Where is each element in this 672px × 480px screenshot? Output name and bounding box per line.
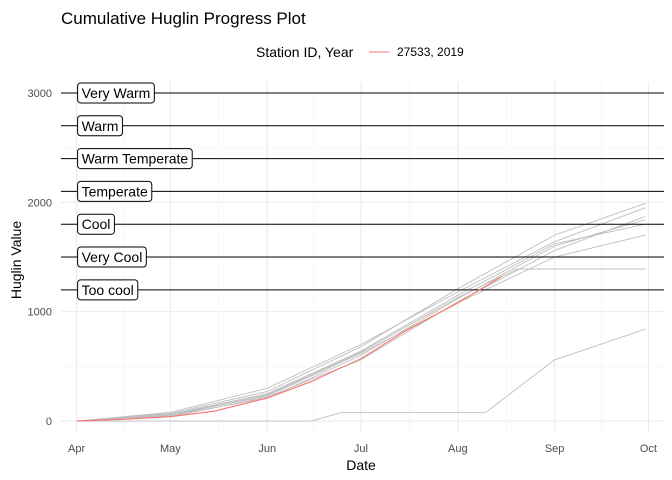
y-tick-label: 0 [46,416,52,428]
threshold-label-box [77,82,155,104]
y-axis-title: Huglin Value [8,221,24,300]
background-series-line [76,223,646,422]
threshold-label: Warm [77,115,123,137]
legend-label-27533-2019: 27533, 2019 [397,45,464,59]
threshold-label-text: Too cool [82,282,134,298]
threshold-label: Very Cool [77,246,147,268]
threshold-label-text: Warm Temperate [82,151,189,167]
x-axis-title: Date [346,457,376,473]
threshold-label-box [77,180,153,202]
highlight-series [76,276,502,422]
x-tick-label: Aug [448,443,468,455]
threshold-label: Temperate [77,180,153,202]
threshold-label: Too cool [77,279,139,301]
series-line-27533-2019 [76,276,502,422]
y-tick-label: 1000 [28,307,52,319]
background-series-line [76,207,646,422]
x-tick-label: Apr [68,443,85,455]
x-axis-ticks: Apr May Jun Jul Aug Sep Oct [68,443,657,455]
threshold-label-text: Cool [82,216,111,232]
threshold-label-text: Very Warm [82,85,151,101]
threshold-label-box [77,148,193,170]
threshold-label-box [77,246,147,268]
x-tick-label: Sep [545,443,565,455]
chart-title: Cumulative Huglin Progress Plot [61,9,306,28]
threshold-label-text: Warm [82,118,119,134]
threshold-labels: Very Warm Warm Warm Temperate Temperate Cool… [77,82,193,301]
threshold-label-box [77,279,139,301]
y-tick-label: 3000 [28,88,52,100]
threshold-label-text: Very Cool [82,249,143,265]
legend-title: Station ID, Year [256,44,354,60]
x-tick-label: Jul [354,443,368,455]
background-series-line [76,268,646,422]
background-series-line [76,202,646,422]
background-series-line [76,328,646,422]
y-tick-label: 2000 [28,197,52,209]
x-tick-label: Oct [640,443,657,455]
threshold-lines [61,92,664,291]
threshold-label-box [77,115,123,137]
threshold-label-text: Temperate [82,183,148,199]
threshold-label: Very Warm [77,82,155,104]
threshold-label: Cool [77,213,115,235]
x-tick-label: May [160,443,181,455]
threshold-label-box [77,213,115,235]
legend: Station ID, Year 27533, 2019 [256,44,464,60]
threshold-label: Warm Temperate [77,148,193,170]
x-tick-label: Jun [258,443,276,455]
y-axis-ticks: 0 1000 2000 3000 [28,88,52,428]
